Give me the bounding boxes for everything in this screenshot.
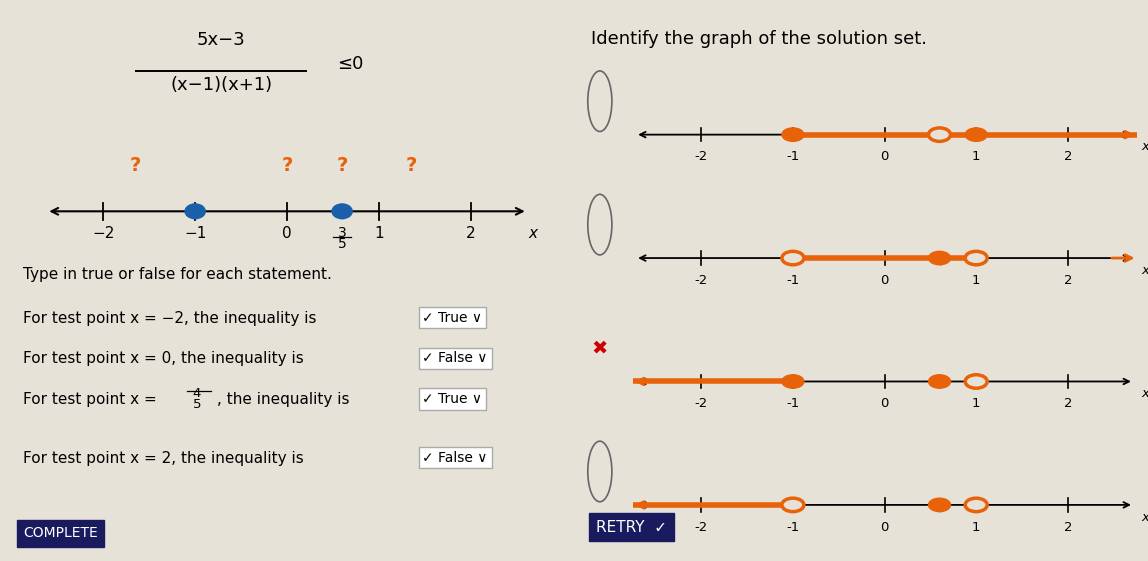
Circle shape xyxy=(929,251,951,265)
Text: For test point x = −2, the inequality is: For test point x = −2, the inequality is xyxy=(23,311,321,325)
Text: Type in true or false for each statement.: Type in true or false for each statement… xyxy=(23,267,332,282)
Text: 1: 1 xyxy=(374,226,383,241)
Circle shape xyxy=(782,251,804,265)
Text: 0: 0 xyxy=(282,226,292,241)
Circle shape xyxy=(965,251,987,265)
Circle shape xyxy=(929,375,951,388)
Text: x: x xyxy=(528,226,537,241)
Text: 2: 2 xyxy=(1063,397,1072,410)
Text: 1: 1 xyxy=(972,521,980,534)
Text: 0: 0 xyxy=(881,521,889,534)
Text: -2: -2 xyxy=(695,521,708,534)
Text: x: x xyxy=(1141,264,1148,277)
Text: 3: 3 xyxy=(338,226,347,240)
Text: (x−1)(x+1): (x−1)(x+1) xyxy=(170,76,272,94)
Text: 5x−3: 5x−3 xyxy=(197,31,246,49)
Circle shape xyxy=(965,375,987,388)
Text: 1: 1 xyxy=(972,274,980,287)
Text: ?: ? xyxy=(405,155,417,174)
Text: ?: ? xyxy=(281,155,293,174)
Text: ≤0: ≤0 xyxy=(338,56,364,73)
Text: 1: 1 xyxy=(972,150,980,163)
Text: 4: 4 xyxy=(193,387,201,400)
Text: 5: 5 xyxy=(193,398,201,411)
Circle shape xyxy=(965,128,987,141)
Text: COMPLETE: COMPLETE xyxy=(23,526,98,540)
Text: ?: ? xyxy=(130,155,141,174)
Text: 2: 2 xyxy=(1063,521,1072,534)
Text: For test point x = 2, the inequality is: For test point x = 2, the inequality is xyxy=(23,450,309,466)
Circle shape xyxy=(929,128,951,141)
Text: , the inequality is: , the inequality is xyxy=(217,392,355,407)
Text: 2: 2 xyxy=(1063,274,1072,287)
Circle shape xyxy=(782,498,804,512)
Text: 0: 0 xyxy=(881,274,889,287)
Text: -2: -2 xyxy=(695,150,708,163)
Circle shape xyxy=(588,71,612,131)
Circle shape xyxy=(929,498,951,512)
Text: ✓ False ∨: ✓ False ∨ xyxy=(422,450,488,465)
Text: ✖: ✖ xyxy=(591,338,608,357)
Text: -1: -1 xyxy=(786,274,799,287)
Text: x: x xyxy=(1141,511,1148,523)
Text: −2: −2 xyxy=(92,226,115,241)
Circle shape xyxy=(588,441,612,502)
Text: Identify the graph of the solution set.: Identify the graph of the solution set. xyxy=(591,30,928,48)
Text: x: x xyxy=(1141,140,1148,153)
Text: ✓ True ∨: ✓ True ∨ xyxy=(422,392,482,406)
Text: 2: 2 xyxy=(1063,150,1072,163)
Text: For test point x = 0, the inequality is: For test point x = 0, the inequality is xyxy=(23,351,309,366)
Text: 1: 1 xyxy=(972,397,980,410)
Text: x: x xyxy=(1141,387,1148,400)
Text: 2: 2 xyxy=(466,226,475,241)
Circle shape xyxy=(782,128,804,141)
Circle shape xyxy=(185,204,205,219)
Text: -1: -1 xyxy=(786,150,799,163)
Text: -1: -1 xyxy=(786,397,799,410)
Text: -2: -2 xyxy=(695,274,708,287)
Text: -2: -2 xyxy=(695,397,708,410)
Circle shape xyxy=(965,498,987,512)
Text: 5: 5 xyxy=(338,237,347,251)
Text: ✓ True ∨: ✓ True ∨ xyxy=(422,311,482,325)
Circle shape xyxy=(782,375,804,388)
Text: -1: -1 xyxy=(786,521,799,534)
Text: ✓ False ∨: ✓ False ∨ xyxy=(422,351,488,365)
Text: 0: 0 xyxy=(881,150,889,163)
Text: RETRY  ✓: RETRY ✓ xyxy=(596,519,667,535)
Text: For test point x =: For test point x = xyxy=(23,392,162,407)
Circle shape xyxy=(332,204,352,219)
Text: 0: 0 xyxy=(881,397,889,410)
Text: −1: −1 xyxy=(184,226,207,241)
Circle shape xyxy=(588,194,612,255)
Text: ?: ? xyxy=(336,155,348,174)
